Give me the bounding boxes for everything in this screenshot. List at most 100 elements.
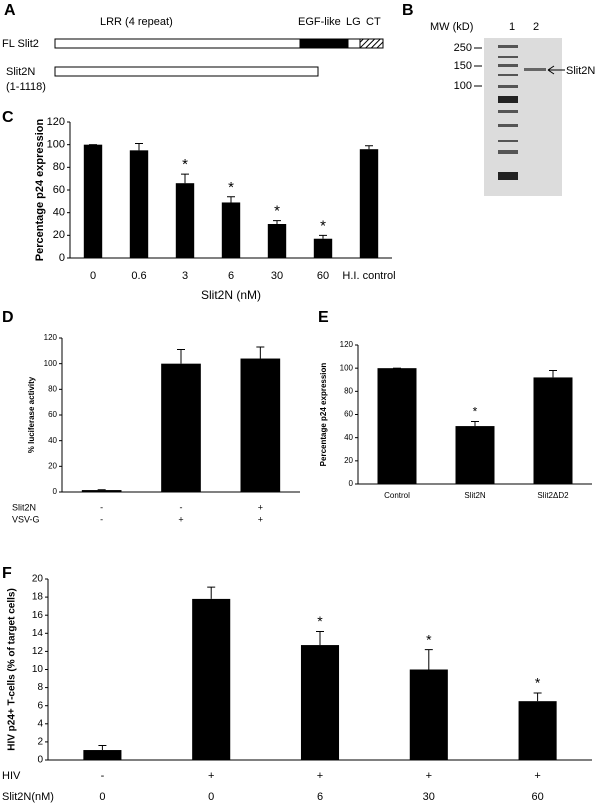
x-tick-label: 3 xyxy=(182,270,188,282)
lane-label: 2 xyxy=(533,21,539,33)
domain-box xyxy=(347,38,361,49)
x-tick-label: 60 xyxy=(317,270,329,282)
bar xyxy=(455,426,495,484)
error-bar xyxy=(181,173,189,184)
y-axis-label: HIV p24+ T-cells (% of target cells) xyxy=(7,588,18,751)
condition-value: - xyxy=(100,514,103,524)
y-axis-label: Percentage p24 expression xyxy=(34,118,46,261)
axis-title: MW (kD) xyxy=(430,21,473,33)
error-bar xyxy=(177,349,185,364)
bar xyxy=(81,490,122,492)
y-tick-label: 0 xyxy=(59,252,65,264)
y-tick-label: 12 xyxy=(32,646,44,657)
y-axis-label: Percentage p24 expression xyxy=(319,363,328,467)
bar xyxy=(533,377,573,484)
error-bar xyxy=(98,745,107,751)
condition-value: 30 xyxy=(423,791,435,803)
panel-label: F xyxy=(2,565,12,582)
y-tick-label: 6 xyxy=(37,700,43,711)
construct-box xyxy=(54,66,319,77)
bar xyxy=(300,645,340,760)
y-tick-label: 40 xyxy=(53,207,65,219)
condition-value: + xyxy=(178,514,183,524)
significance-mark: * xyxy=(473,405,478,419)
lane-label: 1 xyxy=(509,21,515,33)
y-tick-label: 0 xyxy=(349,479,354,488)
y-tick-label: 10 xyxy=(32,664,44,675)
significance-mark: * xyxy=(320,217,326,234)
significance-mark: * xyxy=(228,179,234,196)
error-bar xyxy=(424,649,433,670)
x-axis-label: Slit2N (nM) xyxy=(201,288,261,302)
condition-value: + xyxy=(258,514,263,524)
condition-value: + xyxy=(258,502,263,512)
construct-label: Slit2N xyxy=(6,66,35,78)
y-tick-label: 20 xyxy=(32,574,44,585)
marker-label: 150 xyxy=(454,60,472,72)
x-tick-label: Slit2N xyxy=(464,491,486,500)
panel-label: C xyxy=(2,109,14,126)
error-bar xyxy=(533,692,542,702)
condition-value: 0 xyxy=(208,791,214,803)
domain-label: CT xyxy=(366,16,381,28)
construct-label: FL Slit2 xyxy=(2,38,39,50)
error-bar xyxy=(365,145,373,150)
significance-mark: * xyxy=(182,156,188,173)
panel-a: A LRR (4 repeat) EGF-like LG CT FL Slit2… xyxy=(2,2,384,93)
panel-label: B xyxy=(402,2,414,19)
domain-box xyxy=(299,38,349,49)
band-label: Slit2N xyxy=(566,65,595,77)
y-tick-label: 60 xyxy=(344,410,353,419)
domain-label: LRR (4 repeat) xyxy=(100,16,173,28)
range-label: (1-1118) xyxy=(6,81,46,93)
y-tick-label: 16 xyxy=(32,610,44,621)
condition-name: Slit2N(nM) xyxy=(2,791,54,803)
error-bar xyxy=(207,586,216,599)
y-tick-label: 0 xyxy=(53,487,58,496)
y-tick-label: 8 xyxy=(37,682,43,693)
x-tick-label: 0 xyxy=(90,270,96,282)
y-tick-label: 4 xyxy=(37,718,43,729)
y-tick-label: 14 xyxy=(32,628,44,639)
domain-box xyxy=(54,38,301,49)
condition-name: Slit2N xyxy=(12,502,36,512)
arrow-head xyxy=(547,65,555,75)
x-tick-label: 30 xyxy=(271,270,283,282)
y-tick-label: 18 xyxy=(32,592,44,603)
condition-value: 0 xyxy=(99,791,105,803)
gel xyxy=(484,38,562,196)
y-tick-label: 80 xyxy=(344,386,353,395)
bar xyxy=(359,149,379,258)
y-tick-label: 40 xyxy=(48,436,57,445)
error-bar xyxy=(227,196,235,203)
x-tick-label: Control xyxy=(384,491,410,500)
y-tick-label: 20 xyxy=(53,229,65,241)
y-tick-label: 80 xyxy=(48,384,57,393)
bar xyxy=(129,150,149,258)
y-tick-label: 100 xyxy=(47,139,65,151)
y-tick-label: 80 xyxy=(53,161,65,173)
condition-value: + xyxy=(426,770,432,782)
condition-value: - xyxy=(101,770,105,782)
condition-value: 6 xyxy=(317,791,323,803)
error-bar xyxy=(319,234,327,239)
y-tick-label: 20 xyxy=(48,461,57,470)
bar xyxy=(409,669,448,760)
x-tick-label: H.I. control xyxy=(342,270,395,282)
significance-mark: * xyxy=(317,613,323,629)
bar xyxy=(161,363,201,492)
bar xyxy=(240,358,281,492)
y-tick-label: 120 xyxy=(340,340,354,349)
bar xyxy=(518,701,557,760)
panel-label: A xyxy=(4,2,16,19)
error-bar xyxy=(549,369,557,378)
bar xyxy=(192,598,231,760)
condition-value: + xyxy=(317,770,323,782)
error-bar xyxy=(135,143,143,151)
y-tick-label: 40 xyxy=(344,433,353,442)
x-tick-label: Slit2ΔD2 xyxy=(537,491,569,500)
bar xyxy=(83,750,122,760)
y-tick-label: 2 xyxy=(37,737,43,748)
condition-value: + xyxy=(208,770,214,782)
